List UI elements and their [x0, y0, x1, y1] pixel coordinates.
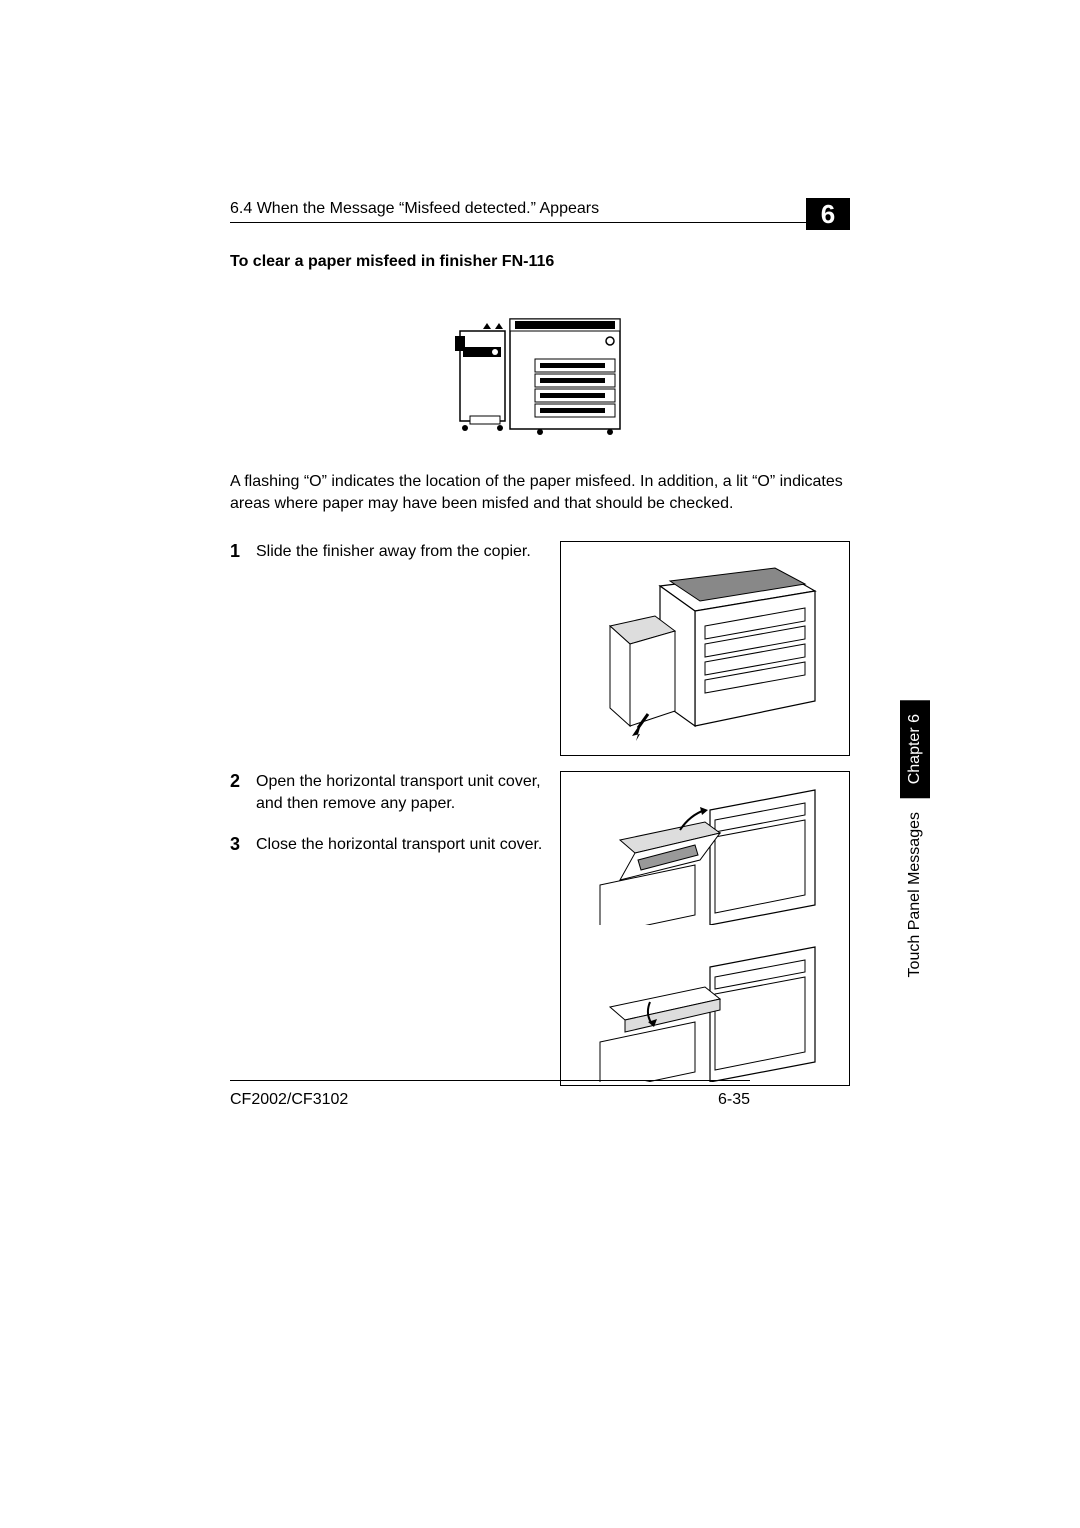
intro-paragraph: A flashing “O” indicates the location of… [230, 471, 850, 516]
page-content: 6.4 When the Message “Misfeed detected.”… [230, 200, 850, 1101]
page-footer: CF2002/CF3102 6-35 [230, 1080, 750, 1109]
step-2-3-diagram [560, 771, 850, 1086]
step-2-3-row: 2 Open the horizontal transport unit cov… [230, 771, 850, 1086]
step-number: 2 [230, 771, 244, 816]
copier-overview-diagram [440, 296, 640, 446]
step-number: 1 [230, 541, 244, 563]
step-text: Open the horizontal transport unit cover… [256, 771, 545, 816]
step-2-3-text-block: 2 Open the horizontal transport unit cov… [230, 771, 545, 856]
section-header: 6.4 When the Message “Misfeed detected.”… [230, 200, 599, 218]
step-text: Close the horizontal transport unit cove… [256, 834, 542, 856]
header: 6.4 When the Message “Misfeed detected.”… [230, 200, 850, 223]
step-3-diagram [561, 928, 849, 1085]
side-tab-title: Touch Panel Messages [900, 798, 930, 991]
footer-page: 6-35 [718, 1091, 750, 1109]
step-number: 3 [230, 834, 244, 856]
procedure-title: To clear a paper misfeed in finisher FN-… [230, 253, 850, 271]
side-tab: Chapter 6 Touch Panel Messages [900, 700, 930, 992]
side-tab-chapter: Chapter 6 [900, 700, 930, 798]
footer-model: CF2002/CF3102 [230, 1091, 348, 1109]
step-2-diagram [561, 772, 849, 929]
step-1-text-block: 1 Slide the finisher away from the copie… [230, 541, 545, 563]
step-1-diagram [560, 541, 850, 756]
step-text: Slide the finisher away from the copier. [256, 541, 531, 563]
step-1-row: 1 Slide the finisher away from the copie… [230, 541, 850, 756]
chapter-badge: 6 [806, 198, 850, 230]
